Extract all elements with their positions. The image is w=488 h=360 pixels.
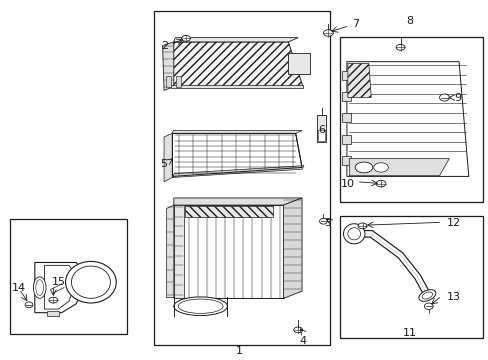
Polygon shape (171, 42, 303, 87)
Ellipse shape (181, 35, 190, 41)
Text: 10: 10 (340, 179, 354, 189)
Bar (341, 113, 350, 122)
Polygon shape (348, 158, 448, 176)
Ellipse shape (49, 297, 58, 303)
Polygon shape (35, 262, 81, 313)
Polygon shape (346, 62, 468, 176)
Ellipse shape (375, 180, 385, 187)
Polygon shape (171, 85, 303, 88)
Polygon shape (163, 134, 172, 182)
Bar (341, 93, 350, 102)
Polygon shape (172, 131, 302, 134)
Ellipse shape (319, 219, 327, 224)
Ellipse shape (178, 299, 223, 314)
Text: 8: 8 (406, 16, 413, 26)
Polygon shape (173, 38, 298, 42)
Bar (339, 37, 483, 202)
Bar (339, 216, 483, 338)
Bar (318, 130, 325, 140)
Bar (47, 311, 59, 316)
Text: 2: 2 (161, 41, 168, 50)
Bar (341, 71, 350, 80)
Ellipse shape (25, 302, 33, 308)
Ellipse shape (354, 162, 372, 173)
Bar (176, 76, 181, 87)
Polygon shape (347, 63, 370, 98)
Polygon shape (44, 265, 73, 309)
Ellipse shape (421, 292, 431, 299)
Ellipse shape (65, 261, 116, 303)
Text: 9: 9 (453, 93, 460, 103)
Ellipse shape (373, 163, 387, 172)
Ellipse shape (173, 297, 227, 316)
Polygon shape (166, 205, 173, 298)
Polygon shape (184, 206, 272, 217)
Polygon shape (288, 53, 310, 74)
Ellipse shape (347, 228, 360, 240)
Ellipse shape (323, 30, 332, 36)
Ellipse shape (293, 327, 302, 333)
Ellipse shape (36, 280, 43, 296)
Ellipse shape (395, 44, 404, 50)
Bar (341, 135, 350, 144)
Polygon shape (283, 198, 302, 298)
Bar (317, 116, 325, 142)
Text: 1: 1 (236, 346, 243, 356)
Polygon shape (174, 205, 183, 298)
Ellipse shape (357, 223, 366, 229)
Text: 5: 5 (160, 159, 167, 169)
Text: 7: 7 (351, 19, 358, 29)
Text: 13: 13 (446, 292, 460, 302)
Text: 6: 6 (317, 125, 325, 135)
Ellipse shape (71, 266, 110, 298)
Bar (154, 12, 329, 345)
Polygon shape (173, 198, 302, 205)
Ellipse shape (33, 277, 46, 298)
Polygon shape (162, 42, 173, 90)
Ellipse shape (439, 94, 448, 101)
Polygon shape (172, 166, 304, 177)
Bar (10, 220, 127, 334)
Polygon shape (173, 205, 283, 298)
Ellipse shape (418, 290, 435, 301)
Text: 3: 3 (324, 218, 330, 228)
Text: 14: 14 (11, 283, 25, 293)
Text: 4: 4 (299, 336, 306, 346)
Polygon shape (172, 134, 302, 176)
Text: 12: 12 (446, 218, 460, 228)
Text: 11: 11 (403, 328, 416, 338)
Text: 15: 15 (52, 277, 66, 287)
Bar (166, 76, 171, 87)
Ellipse shape (343, 224, 364, 244)
Bar (341, 156, 350, 165)
Ellipse shape (424, 303, 432, 310)
